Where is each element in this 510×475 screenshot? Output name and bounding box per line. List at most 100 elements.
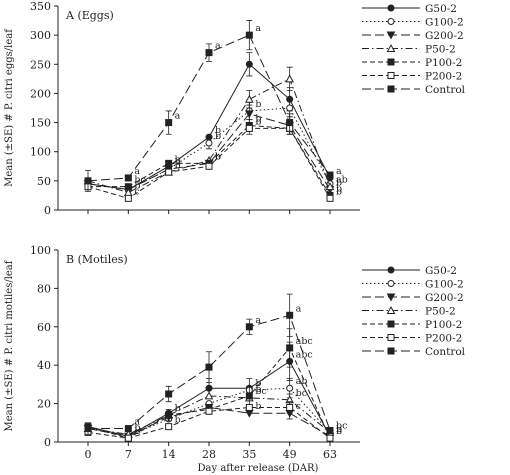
y-tick-label: 100: [30, 244, 51, 257]
significance-letter: b: [255, 116, 261, 127]
legend-marker: [386, 305, 396, 314]
data-point: [165, 119, 173, 127]
legend-label: P200-2: [425, 333, 462, 345]
y-tick-label: 300: [30, 29, 51, 42]
significance-letter: b: [336, 183, 342, 194]
significance-letter: b: [134, 422, 140, 433]
y-tick-label: 0: [44, 204, 51, 217]
data-point: [124, 434, 132, 442]
data-point: [286, 384, 294, 392]
data-point: [286, 403, 294, 411]
data-point: [326, 171, 334, 179]
significance-letter: bc: [296, 388, 307, 399]
data-point: [286, 104, 294, 112]
legend-marker: [387, 18, 395, 25]
data-point: [245, 392, 253, 400]
significance-letter: b: [175, 415, 181, 426]
significance-letter: b: [255, 378, 261, 389]
significance-letter: c: [134, 186, 139, 197]
x-tick-label: 28: [202, 448, 216, 461]
significance-letter: b: [336, 178, 342, 189]
series-line: [87, 113, 331, 191]
significance-letter: ab: [296, 376, 308, 387]
significance-letter: abc: [296, 336, 313, 347]
significance-letter: b: [336, 424, 342, 435]
legend-label: G50-2: [425, 3, 457, 15]
y-tick-label: 50: [37, 175, 51, 188]
significance-letter: ab: [336, 175, 348, 186]
y-tick-label: 0: [44, 436, 51, 449]
legend-marker: [387, 347, 395, 355]
x-tick-label: 35: [242, 448, 256, 461]
data-point: [165, 423, 173, 431]
y-tick-label: 40: [37, 359, 51, 372]
significance-letter: b: [175, 154, 181, 165]
legend-label: G200-2: [425, 30, 464, 42]
data-point: [124, 425, 132, 433]
data-point: [205, 49, 213, 57]
data-point: [286, 119, 294, 127]
data-point: [286, 311, 294, 319]
legend-label: P50-2: [425, 306, 456, 318]
x-tick-label: 49: [283, 448, 297, 461]
data-point: [286, 344, 294, 352]
significance-letter: b: [175, 160, 181, 171]
data-point: [205, 363, 213, 371]
y-tick-label: 350: [30, 0, 51, 13]
y-tick-label: 60: [37, 321, 51, 334]
legend-marker: [387, 72, 395, 79]
data-point: [204, 391, 214, 400]
data-point: [124, 194, 132, 202]
x-tick-label: 0: [85, 448, 92, 461]
series-line: [87, 63, 331, 191]
data-point: [325, 182, 335, 191]
significance-letter: a: [175, 111, 181, 122]
significance-letter: b: [175, 403, 181, 414]
data-point: [205, 139, 213, 147]
significance-letter: b: [336, 186, 342, 197]
significance-letter: bc: [134, 175, 145, 186]
y-axis-label: Mean (±SE) # P. citri eggs/leaf: [4, 28, 15, 187]
significance-letter: a: [215, 41, 221, 52]
y-axis-label: Mean (±SE) # P. citri motiles/leaf: [4, 259, 15, 431]
significance-letter: a: [255, 315, 261, 326]
data-point: [244, 94, 254, 103]
legend-label: P100-2: [425, 319, 462, 331]
series-control: a a a a: [84, 20, 334, 192]
legend-label: P50-2: [425, 44, 456, 56]
data-point: [245, 31, 253, 39]
legend-label: Control: [425, 346, 466, 358]
legend-marker: [387, 280, 395, 287]
legend-marker: [387, 320, 395, 328]
x-tick-label: 7: [125, 448, 132, 461]
significance-letter: b: [255, 401, 261, 412]
significance-letter: a: [255, 23, 261, 34]
significance-letter: bc: [255, 386, 266, 397]
significance-letter: a: [336, 166, 342, 177]
significance-letter: a: [134, 166, 140, 177]
data-point: [124, 174, 132, 182]
data-point: [84, 177, 92, 185]
legend-marker: [386, 43, 396, 52]
y-tick-label: 250: [30, 58, 51, 71]
data-point: [205, 384, 213, 392]
data-point: [326, 434, 334, 442]
legend-label: P200-2: [425, 71, 462, 83]
significance-letter: b: [215, 131, 221, 142]
legend-label: G50-2: [425, 265, 457, 277]
x-tick-label: 14: [162, 448, 176, 461]
data-point: [84, 425, 92, 433]
series-g200-2: bbb: [83, 104, 342, 195]
data-point: [165, 411, 173, 419]
data-point: [326, 426, 334, 434]
legend-marker: [387, 266, 395, 274]
panel-eggs: 0 50 100 150 200 250 300 350 A (Eggs) Mean (±SE) …: [4, 0, 466, 217]
significance-letter: b: [134, 426, 140, 437]
significance-letter: b: [215, 151, 221, 162]
data-point: [244, 110, 254, 119]
data-point: [245, 403, 253, 411]
